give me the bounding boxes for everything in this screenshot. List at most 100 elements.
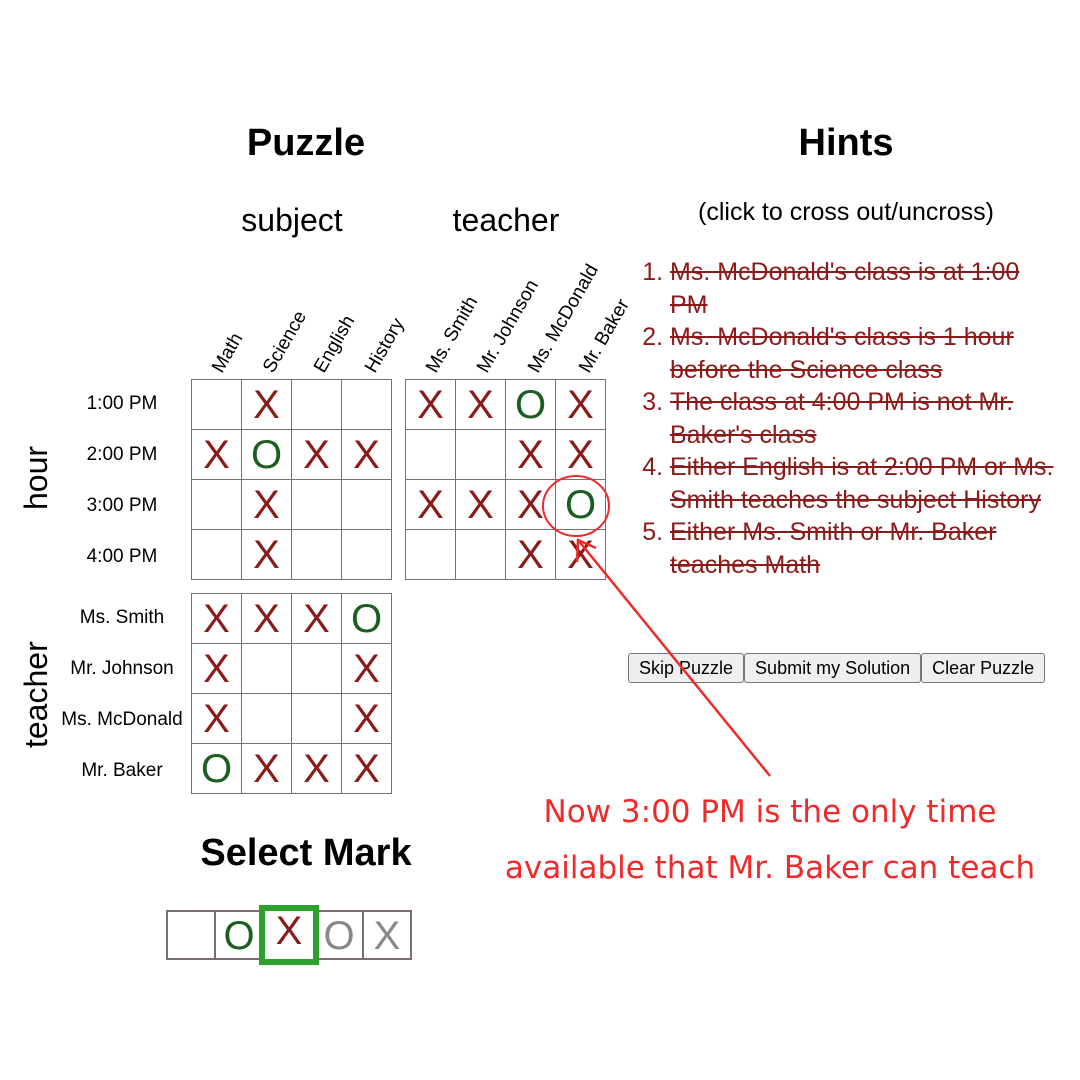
- row-group-teacher: teacher: [18, 641, 54, 748]
- grid-cell[interactable]: [291, 529, 342, 580]
- grid-cell[interactable]: X: [241, 529, 292, 580]
- hints-subtitle: (click to cross out/uncross): [698, 198, 994, 226]
- grid-cell[interactable]: X: [191, 429, 242, 480]
- grid-row: X: [191, 529, 392, 580]
- grid-cell[interactable]: [455, 529, 506, 580]
- select-mark-option[interactable]: O: [214, 910, 264, 960]
- row-label-teacher-0: Ms. Smith: [79, 607, 165, 628]
- grid-cell[interactable]: X: [405, 379, 456, 430]
- col-group-subject: subject: [241, 202, 343, 238]
- grid-cell[interactable]: [341, 479, 392, 530]
- hints-title: Hints: [798, 122, 894, 164]
- grid-cell[interactable]: X: [455, 379, 506, 430]
- grid-cell[interactable]: X: [555, 529, 606, 580]
- hint-item[interactable]: The class at 4:00 PM is not Mr. Baker's …: [670, 386, 1060, 451]
- grid-cell[interactable]: X: [341, 643, 392, 694]
- annotation-text: Now 3:00 PM is the only time available t…: [480, 784, 1060, 896]
- hint-item[interactable]: Either Ms. Smith or Mr. Baker teaches Ma…: [670, 516, 1060, 581]
- grid-cell[interactable]: [405, 529, 456, 580]
- submit-solution-button[interactable]: Submit my Solution: [744, 653, 922, 683]
- grid-row: X: [191, 479, 392, 530]
- grid-cell[interactable]: X: [191, 643, 242, 694]
- annotation-line-2: available that Mr. Baker can teach: [504, 850, 1036, 886]
- grid-cell[interactable]: [291, 693, 342, 744]
- row-group-hour: hour: [18, 445, 54, 510]
- grid-cell[interactable]: [241, 693, 292, 744]
- skip-puzzle-button[interactable]: Skip Puzzle: [628, 653, 745, 683]
- row-label-teacher-1: Mr. Johnson: [70, 658, 174, 679]
- grid-cell[interactable]: X: [341, 693, 392, 744]
- grid-cell[interactable]: [291, 643, 342, 694]
- grid-cell[interactable]: [191, 479, 242, 530]
- grid-cell[interactable]: X: [455, 479, 506, 530]
- grid-cell[interactable]: X: [291, 743, 342, 794]
- row-label-teacher-2: Ms. McDonald: [61, 709, 183, 730]
- grid-cell[interactable]: X: [555, 379, 606, 430]
- grid-cell[interactable]: X: [505, 479, 556, 530]
- hint-item[interactable]: Ms. McDonald's class is 1 hour before th…: [670, 321, 1060, 386]
- col-label-subject-3: History: [361, 314, 409, 377]
- grid-cell[interactable]: [291, 479, 342, 530]
- grid-cell[interactable]: [291, 379, 342, 430]
- row-label-hour-2: 3:00 PM: [86, 495, 158, 516]
- hint-item[interactable]: Ms. McDonald's class is at 1:00 PM: [670, 256, 1060, 321]
- hint-item[interactable]: Either English is at 2:00 PM or Ms. Smit…: [670, 451, 1060, 516]
- col-label-subject-0: Math: [208, 329, 248, 377]
- grid-cell[interactable]: X: [241, 593, 292, 644]
- grid-cell[interactable]: X: [241, 479, 292, 530]
- row-label-hour-1: 2:00 PM: [86, 444, 158, 465]
- grid-cell[interactable]: X: [405, 479, 456, 530]
- grid-row: X: [191, 379, 392, 430]
- grid-cell[interactable]: [341, 379, 392, 430]
- puzzle-title: Puzzle: [246, 122, 366, 164]
- clear-puzzle-button[interactable]: Clear Puzzle: [921, 653, 1046, 683]
- grid-cell[interactable]: X: [241, 379, 292, 430]
- select-mark-option[interactable]: [166, 910, 216, 960]
- grid-cell[interactable]: X: [291, 593, 342, 644]
- grid-cell[interactable]: X: [191, 593, 242, 644]
- annotation-line-1: Now 3:00 PM is the only time: [543, 794, 997, 830]
- grid-cell[interactable]: X: [555, 429, 606, 480]
- grid-cell[interactable]: X: [241, 743, 292, 794]
- grid-cell[interactable]: O: [555, 479, 606, 530]
- row-label-hour-0: 1:00 PM: [86, 393, 158, 414]
- grid-cell[interactable]: X: [291, 429, 342, 480]
- col-group-teacher: teacher: [452, 202, 560, 238]
- grid-cell[interactable]: X: [505, 529, 556, 580]
- select-mark-option[interactable]: X: [259, 905, 319, 965]
- grid-cell[interactable]: [191, 379, 242, 430]
- select-mark-option[interactable]: X: [362, 910, 412, 960]
- col-label-subject-1: Science: [259, 307, 311, 377]
- grid-cell[interactable]: [455, 429, 506, 480]
- grid-cell[interactable]: X: [341, 743, 392, 794]
- grid-cell[interactable]: X: [191, 693, 242, 744]
- col-label-teacher-3: Mr. Baker: [575, 295, 634, 377]
- grid-cell[interactable]: [405, 429, 456, 480]
- grid-cell[interactable]: O: [241, 429, 292, 480]
- grid-cell[interactable]: O: [341, 593, 392, 644]
- grid-cell[interactable]: [241, 643, 292, 694]
- grid-cell[interactable]: O: [505, 379, 556, 430]
- row-label-hour-3: 4:00 PM: [86, 546, 158, 567]
- col-label-subject-2: English: [310, 312, 360, 377]
- grid-cell[interactable]: X: [505, 429, 556, 480]
- grid-cell[interactable]: [341, 529, 392, 580]
- select-mark-option[interactable]: O: [314, 910, 364, 960]
- grid-cell[interactable]: X: [341, 429, 392, 480]
- grid-cell[interactable]: [191, 529, 242, 580]
- grid-cell[interactable]: O: [191, 743, 242, 794]
- select-mark-title: Select Mark: [200, 832, 412, 874]
- row-label-teacher-3: Mr. Baker: [81, 760, 163, 781]
